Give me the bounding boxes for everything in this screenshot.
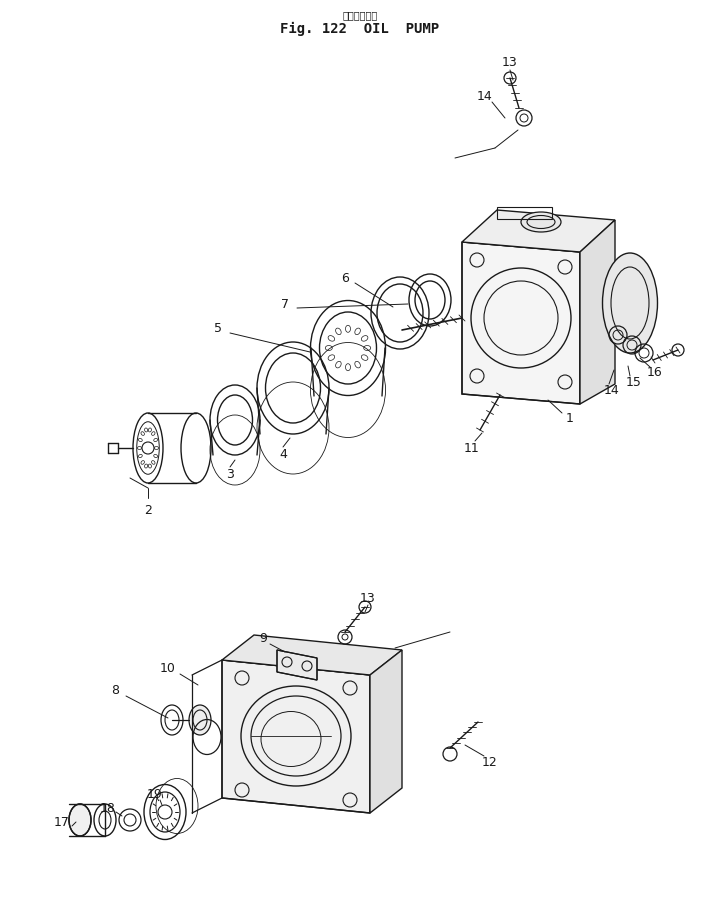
Text: 13: 13 [360,592,376,604]
Text: 13: 13 [502,56,518,68]
Text: 15: 15 [626,375,642,389]
Text: 3: 3 [226,468,234,481]
Text: 5: 5 [214,321,222,334]
Text: 12: 12 [482,755,498,769]
Polygon shape [370,650,402,813]
Text: 18: 18 [100,802,116,814]
Text: 4: 4 [279,448,287,461]
Bar [497,207,552,219]
Text: 16: 16 [647,366,663,380]
Text: 14: 14 [604,383,620,396]
Text: 8: 8 [111,684,119,697]
Text: 10: 10 [160,662,176,675]
Polygon shape [277,650,317,680]
Ellipse shape [603,253,658,353]
Text: 2: 2 [144,503,152,517]
Polygon shape [222,635,402,675]
Text: 11: 11 [464,442,480,455]
Text: 1: 1 [566,412,574,425]
Text: 7: 7 [281,299,289,311]
Text: オイルポンプ: オイルポンプ [342,10,378,20]
Ellipse shape [69,804,91,836]
Ellipse shape [189,705,211,735]
Text: 17: 17 [54,815,70,828]
Polygon shape [462,242,580,404]
Text: 9: 9 [259,632,267,645]
Polygon shape [580,220,615,404]
Polygon shape [222,660,370,813]
Ellipse shape [521,212,561,232]
Text: Fig. 122  OIL  PUMP: Fig. 122 OIL PUMP [280,22,440,37]
Text: 19: 19 [147,789,163,802]
Text: 14: 14 [477,90,493,103]
Text: 6: 6 [341,271,349,285]
Polygon shape [462,210,615,252]
